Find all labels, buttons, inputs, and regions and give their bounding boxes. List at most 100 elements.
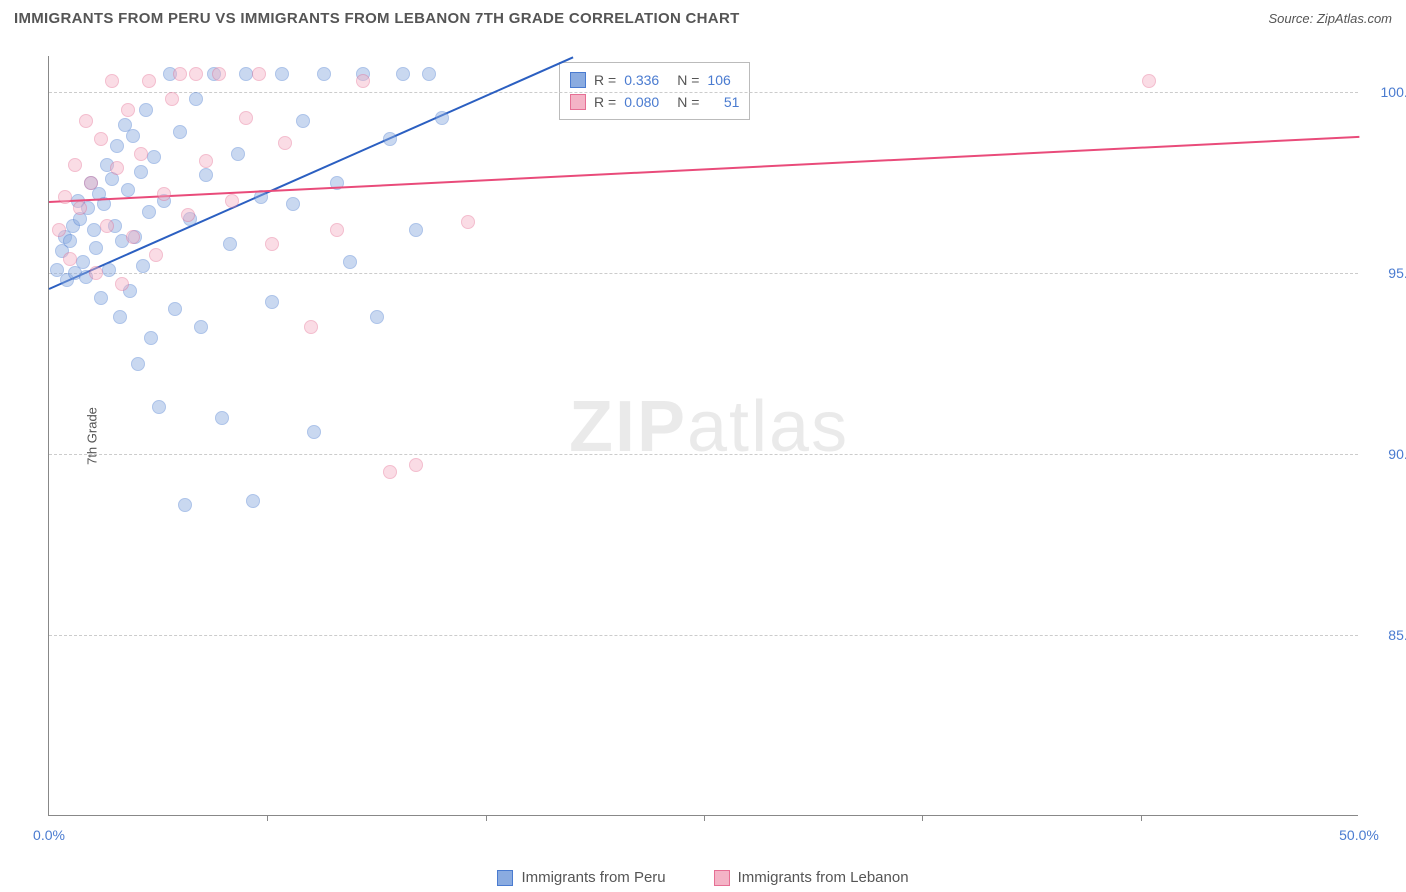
data-point (68, 158, 82, 172)
n-value-peru: 106 (707, 69, 730, 91)
data-point (212, 67, 226, 81)
gridline-horizontal (49, 635, 1358, 636)
data-point (134, 147, 148, 161)
y-tick-label: 90.0% (1368, 446, 1406, 462)
watermark: ZIPatlas (569, 386, 849, 468)
data-point (396, 67, 410, 81)
data-point (189, 92, 203, 106)
data-point (94, 291, 108, 305)
y-axis-label: 7th Grade (84, 407, 99, 465)
data-point (89, 241, 103, 255)
data-point (110, 161, 124, 175)
y-tick-label: 100.0% (1368, 84, 1406, 100)
r-value-peru: 0.336 (624, 69, 659, 91)
data-point (317, 67, 331, 81)
data-point (79, 114, 93, 128)
data-point (105, 74, 119, 88)
swatch-lebanon (570, 94, 586, 110)
legend-item-lebanon: Immigrants from Lebanon (714, 869, 909, 886)
data-point (84, 176, 98, 190)
data-point (461, 215, 475, 229)
stats-row-peru: R = 0.336 N = 106 (570, 69, 739, 91)
data-point (252, 67, 266, 81)
data-point (102, 263, 116, 277)
data-point (286, 197, 300, 211)
r-label: R = (594, 91, 616, 113)
scatter-chart: 7th Grade ZIPatlas R = 0.336 N = 106 R =… (48, 56, 1358, 816)
data-point (152, 400, 166, 414)
data-point (239, 111, 253, 125)
data-point (307, 425, 321, 439)
data-point (383, 132, 397, 146)
data-point (422, 67, 436, 81)
y-tick-label: 85.0% (1368, 627, 1406, 643)
data-point (370, 310, 384, 324)
data-point (115, 277, 129, 291)
data-point (173, 125, 187, 139)
swatch-peru (570, 72, 586, 88)
data-point (189, 67, 203, 81)
x-tick-label: 0.0% (33, 827, 65, 843)
legend-swatch-peru (497, 870, 513, 886)
gridline-horizontal (49, 454, 1358, 455)
x-tick (267, 815, 268, 821)
data-point (178, 498, 192, 512)
data-point (76, 255, 90, 269)
title-bar: IMMIGRANTS FROM PERU VS IMMIGRANTS FROM … (0, 0, 1406, 33)
data-point (181, 208, 195, 222)
data-point (126, 129, 140, 143)
data-point (383, 465, 397, 479)
data-point (126, 230, 140, 244)
source-attribution: Source: ZipAtlas.com (1268, 11, 1392, 26)
data-point (278, 136, 292, 150)
data-point (168, 302, 182, 316)
data-point (131, 357, 145, 371)
chart-title: IMMIGRANTS FROM PERU VS IMMIGRANTS FROM … (14, 10, 740, 27)
data-point (239, 67, 253, 81)
data-point (409, 223, 423, 237)
legend-label-peru: Immigrants from Peru (521, 869, 665, 886)
data-point (121, 103, 135, 117)
n-label: N = (677, 69, 699, 91)
data-point (113, 310, 127, 324)
x-tick (1141, 815, 1142, 821)
x-tick-label: 50.0% (1339, 827, 1379, 843)
data-point (173, 67, 187, 81)
data-point (134, 165, 148, 179)
data-point (52, 223, 66, 237)
data-point (144, 331, 158, 345)
data-point (435, 111, 449, 125)
data-point (199, 168, 213, 182)
n-label: N = (677, 91, 699, 113)
bottom-legend: Immigrants from Peru Immigrants from Leb… (0, 869, 1406, 886)
data-point (121, 183, 135, 197)
data-point (139, 103, 153, 117)
data-point (147, 150, 161, 164)
data-point (265, 295, 279, 309)
data-point (215, 411, 229, 425)
data-point (275, 67, 289, 81)
data-point (110, 139, 124, 153)
data-point (63, 234, 77, 248)
data-point (73, 201, 87, 215)
gridline-horizontal (49, 92, 1358, 93)
data-point (89, 266, 103, 280)
data-point (136, 259, 150, 273)
data-point (194, 320, 208, 334)
data-point (343, 255, 357, 269)
x-tick (922, 815, 923, 821)
data-point (142, 205, 156, 219)
stats-row-lebanon: R = 0.080 N = 51 (570, 91, 739, 113)
stats-legend-box: R = 0.336 N = 106 R = 0.080 N = 51 (559, 62, 750, 120)
data-point (231, 147, 245, 161)
data-point (265, 237, 279, 251)
data-point (356, 74, 370, 88)
data-point (157, 187, 171, 201)
data-point (1142, 74, 1156, 88)
data-point (296, 114, 310, 128)
r-label: R = (594, 69, 616, 91)
legend-label-lebanon: Immigrants from Lebanon (738, 869, 909, 886)
data-point (304, 320, 318, 334)
data-point (225, 194, 239, 208)
data-point (63, 252, 77, 266)
